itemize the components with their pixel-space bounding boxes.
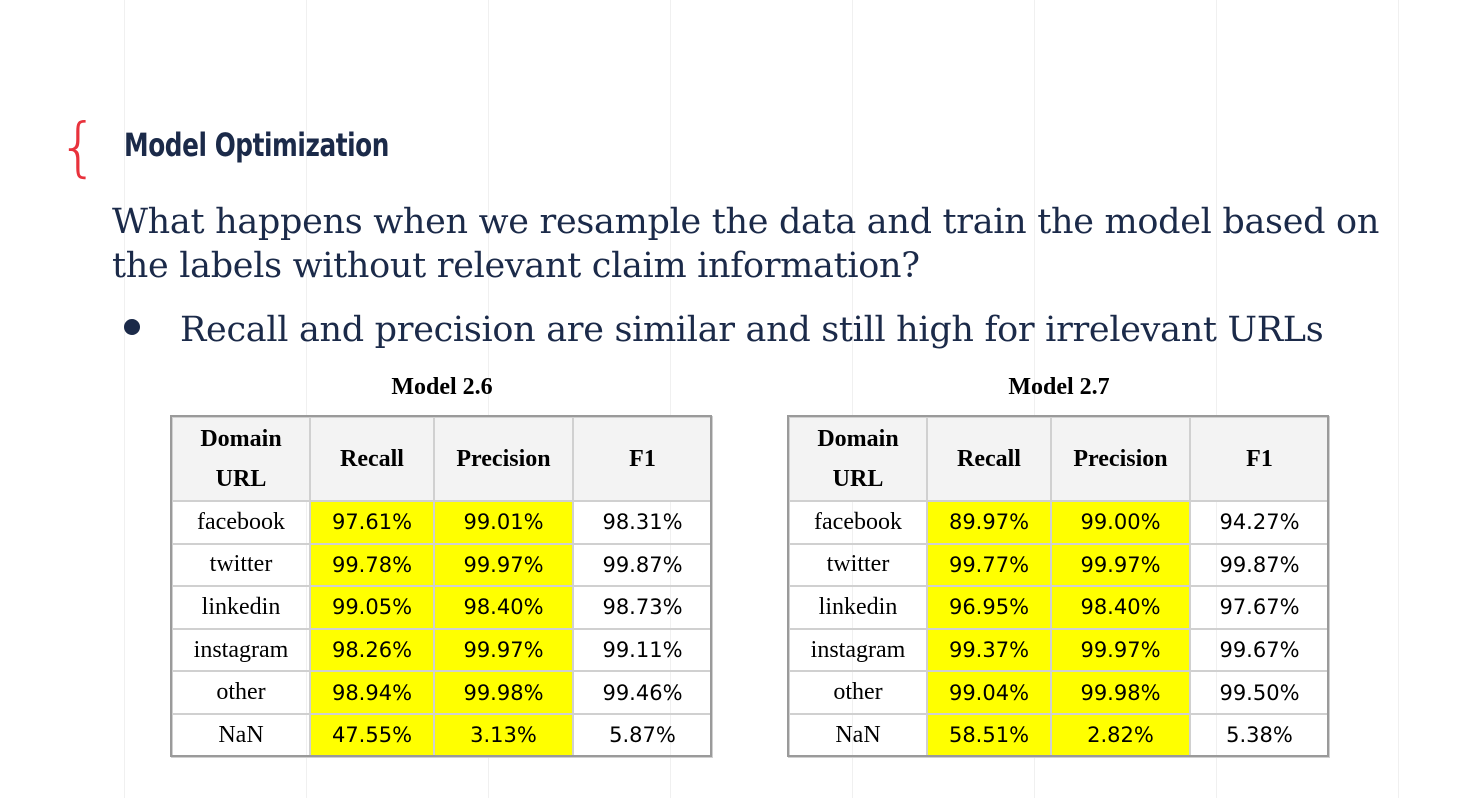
precision-cell: 99.97% [433, 627, 574, 673]
table-row: instagram 99.37% 99.97% 99.67% [788, 627, 1330, 673]
table-row: NaN 47.55% 3.13% 5.87% [171, 712, 713, 758]
domain-cell: other [171, 670, 311, 715]
column-header-f1: F1 [1189, 416, 1330, 502]
f1-cell: 5.87% [572, 712, 713, 758]
domain-cell: linkedin [171, 585, 311, 630]
precision-cell: 99.98% [433, 670, 574, 715]
bullet-item: Recall and precision are similar and sti… [124, 308, 1324, 352]
domain-cell: twitter [171, 542, 311, 588]
column-header-precision: Precision [1050, 416, 1191, 502]
table-row: NaN 58.51% 2.82% 5.38% [788, 712, 1330, 758]
column-header-domain-url: Domain URL [171, 416, 311, 502]
recall-cell: 99.05% [309, 585, 435, 630]
f1-cell: 99.87% [1189, 542, 1330, 588]
column-header-precision: Precision [433, 416, 574, 502]
recall-cell: 97.61% [309, 500, 435, 545]
domain-cell: facebook [788, 500, 928, 545]
table-row: other 99.04% 99.98% 99.50% [788, 670, 1330, 715]
domain-cell: instagram [171, 627, 311, 673]
table-row: linkedin 96.95% 98.40% 97.67% [788, 585, 1330, 630]
table-row: facebook 97.61% 99.01% 98.31% [171, 500, 713, 545]
f1-cell: 94.27% [1189, 500, 1330, 545]
table-row: instagram 98.26% 99.97% 99.11% [171, 627, 713, 673]
bullet-text: Recall and precision are similar and sti… [180, 310, 1324, 350]
column-header-domain-url: Domain URL [788, 416, 928, 502]
column-header-recall: Recall [926, 416, 1052, 502]
bullet-dot-icon [124, 319, 140, 335]
recall-cell: 58.51% [926, 712, 1052, 758]
metrics-table-model-2-7: Domain URL Recall Precision F1 facebook … [788, 416, 1330, 758]
slide-title: Model Optimization [124, 126, 389, 164]
precision-cell: 99.97% [433, 542, 574, 588]
f1-cell: 5.38% [1189, 712, 1330, 758]
table-row: twitter 99.78% 99.97% 99.87% [171, 542, 713, 588]
domain-cell: NaN [788, 712, 928, 758]
recall-cell: 98.94% [309, 670, 435, 715]
f1-cell: 99.67% [1189, 627, 1330, 673]
slide-question: What happens when we resample the data a… [112, 202, 1380, 286]
precision-cell: 99.97% [1050, 542, 1191, 588]
table-caption-model-2-6: Model 2.6 [391, 374, 493, 400]
table-row: twitter 99.77% 99.97% 99.87% [788, 542, 1330, 588]
precision-cell: 98.40% [1050, 585, 1191, 630]
recall-cell: 99.77% [926, 542, 1052, 588]
background-grid-line [852, 0, 853, 798]
background-grid-line [124, 0, 125, 798]
f1-cell: 98.31% [572, 500, 713, 545]
f1-cell: 99.87% [572, 542, 713, 588]
recall-cell: 99.78% [309, 542, 435, 588]
domain-cell: linkedin [788, 585, 928, 630]
background-grid-line [670, 0, 671, 798]
background-grid-line [488, 0, 489, 798]
f1-cell: 99.50% [1189, 670, 1330, 715]
domain-cell: twitter [788, 542, 928, 588]
domain-cell: NaN [171, 712, 311, 758]
precision-cell: 99.00% [1050, 500, 1191, 545]
table-caption-model-2-7: Model 2.7 [1008, 374, 1110, 400]
recall-cell: 99.04% [926, 670, 1052, 715]
table-row: linkedin 99.05% 98.40% 98.73% [171, 585, 713, 630]
domain-cell: other [788, 670, 928, 715]
recall-cell: 99.37% [926, 627, 1052, 673]
recall-cell: 96.95% [926, 585, 1052, 630]
recall-cell: 47.55% [309, 712, 435, 758]
background-grid-line [1216, 0, 1217, 798]
precision-cell: 3.13% [433, 712, 574, 758]
precision-cell: 99.97% [1050, 627, 1191, 673]
table-row: other 98.94% 99.98% 99.46% [171, 670, 713, 715]
recall-cell: 89.97% [926, 500, 1052, 545]
table-row: facebook 89.97% 99.00% 94.27% [788, 500, 1330, 545]
domain-cell: instagram [788, 627, 928, 673]
background-grid-line [1398, 0, 1399, 798]
domain-cell: facebook [171, 500, 311, 545]
f1-cell: 99.46% [572, 670, 713, 715]
metrics-table-model-2-6: Domain URL Recall Precision F1 facebook … [171, 416, 713, 758]
recall-cell: 98.26% [309, 627, 435, 673]
f1-cell: 97.67% [1189, 585, 1330, 630]
background-grid-line [306, 0, 307, 798]
column-header-f1: F1 [572, 416, 713, 502]
f1-cell: 98.73% [572, 585, 713, 630]
f1-cell: 99.11% [572, 627, 713, 673]
brace-icon: { [58, 111, 99, 185]
column-header-recall: Recall [309, 416, 435, 502]
precision-cell: 98.40% [433, 585, 574, 630]
precision-cell: 99.01% [433, 500, 574, 545]
background-grid-line [1034, 0, 1035, 798]
precision-cell: 99.98% [1050, 670, 1191, 715]
precision-cell: 2.82% [1050, 712, 1191, 758]
